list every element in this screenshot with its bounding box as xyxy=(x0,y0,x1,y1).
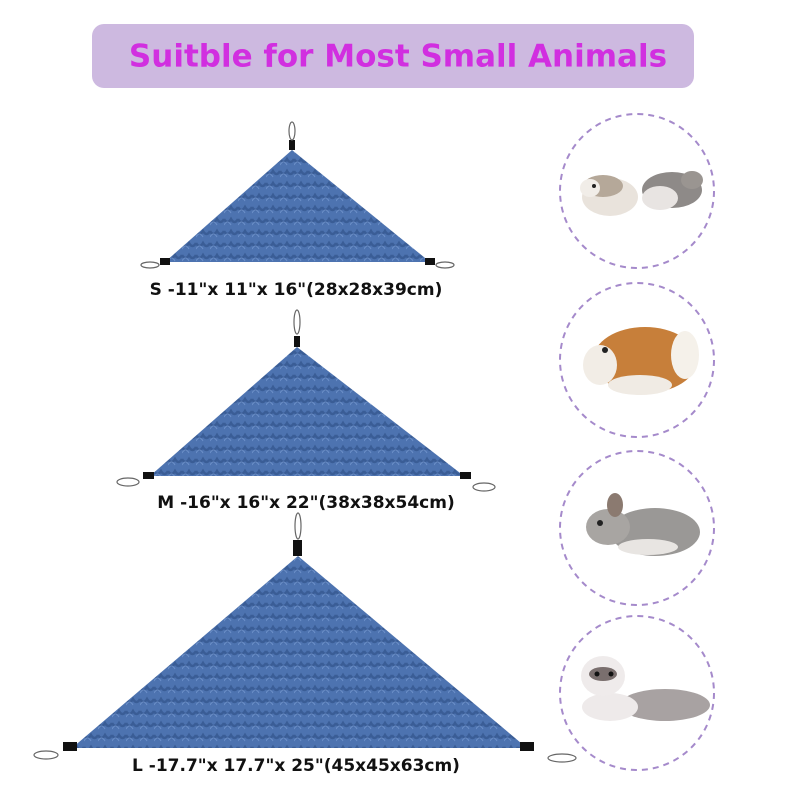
size-label: L -17.7"x 17.7"x 25"(45x45x63cm) xyxy=(132,756,460,776)
hammock-small xyxy=(140,121,455,269)
animal-guinea-pig xyxy=(559,282,715,438)
animal-chinchilla xyxy=(559,450,715,606)
hammock-medium xyxy=(116,309,496,492)
size-label: M -16"x 16"x 22"(38x38x54cm) xyxy=(157,493,454,513)
hammock-large xyxy=(33,512,577,763)
animal-ferret xyxy=(559,615,715,771)
animal-hamster-rat xyxy=(559,113,715,269)
banner xyxy=(92,24,694,88)
banner-title: Suitble for Most Small Animals xyxy=(129,39,667,75)
size-label: S -11"x 11"x 16"(28x28x39cm) xyxy=(150,280,443,300)
